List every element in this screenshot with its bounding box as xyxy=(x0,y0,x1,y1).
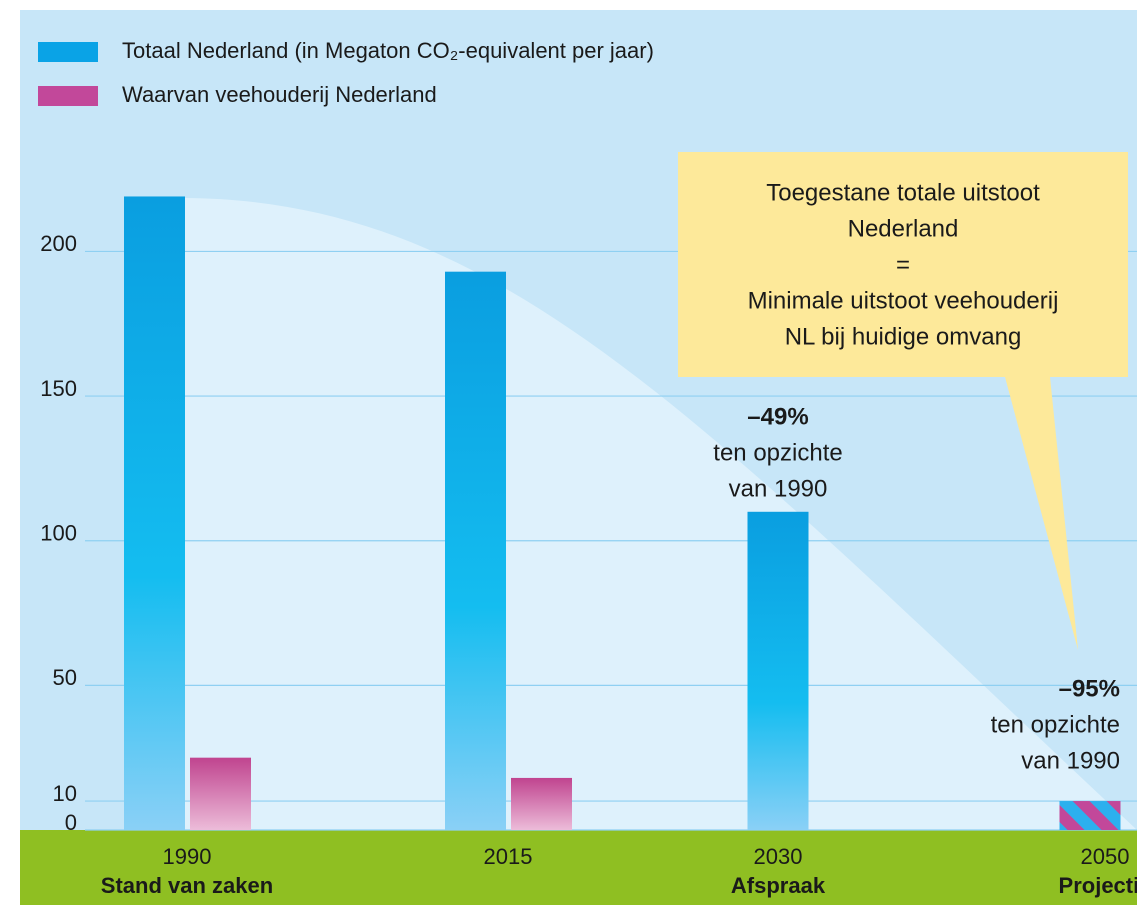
x-tick-label: 2030 xyxy=(754,844,803,869)
annotation: ten opzichte xyxy=(991,711,1120,738)
legend-label: Totaal Nederland (in Megaton CO₂-equival… xyxy=(122,38,654,63)
annotation: –49% xyxy=(747,403,808,430)
y-tick-label: 200 xyxy=(40,231,77,256)
callout-text: NL bij huidige omvang xyxy=(785,323,1022,350)
bar xyxy=(445,271,506,830)
callout xyxy=(678,152,1128,650)
y-tick-label: 150 xyxy=(40,376,77,401)
category-note: Projectie xyxy=(1059,873,1137,898)
callout-text: Nederland xyxy=(848,215,959,242)
y-tick-label: 100 xyxy=(40,521,77,546)
annotation: ten opzichte xyxy=(713,439,842,466)
x-tick-label: 1990 xyxy=(163,844,212,869)
bar xyxy=(190,757,251,830)
annotation: van 1990 xyxy=(1021,747,1120,774)
legend-label: Waarvan veehouderij Nederland xyxy=(122,82,437,107)
callout-text: Minimale uitstoot veehouderij xyxy=(748,287,1059,314)
y-tick-label: 0 xyxy=(65,810,77,835)
bar xyxy=(1059,801,1121,830)
legend-swatch xyxy=(38,42,98,62)
y-tick-label: 10 xyxy=(53,781,77,806)
annotation: –95% xyxy=(1059,675,1120,702)
x-tick-label: 2050 xyxy=(1081,844,1130,869)
ground xyxy=(20,830,1137,905)
category-note: Afspraak xyxy=(731,873,826,898)
bar xyxy=(747,511,809,830)
bar xyxy=(124,196,185,830)
callout-text: = xyxy=(896,251,910,278)
trend-area xyxy=(185,198,1137,830)
callout-text: Toegestane totale uitstoot xyxy=(766,179,1040,206)
x-tick-label: 2015 xyxy=(484,844,533,869)
category-note: Stand van zaken xyxy=(101,873,273,898)
y-tick-label: 50 xyxy=(53,665,77,690)
bar xyxy=(511,777,572,830)
annotation: van 1990 xyxy=(729,475,828,502)
legend-swatch xyxy=(38,86,98,106)
